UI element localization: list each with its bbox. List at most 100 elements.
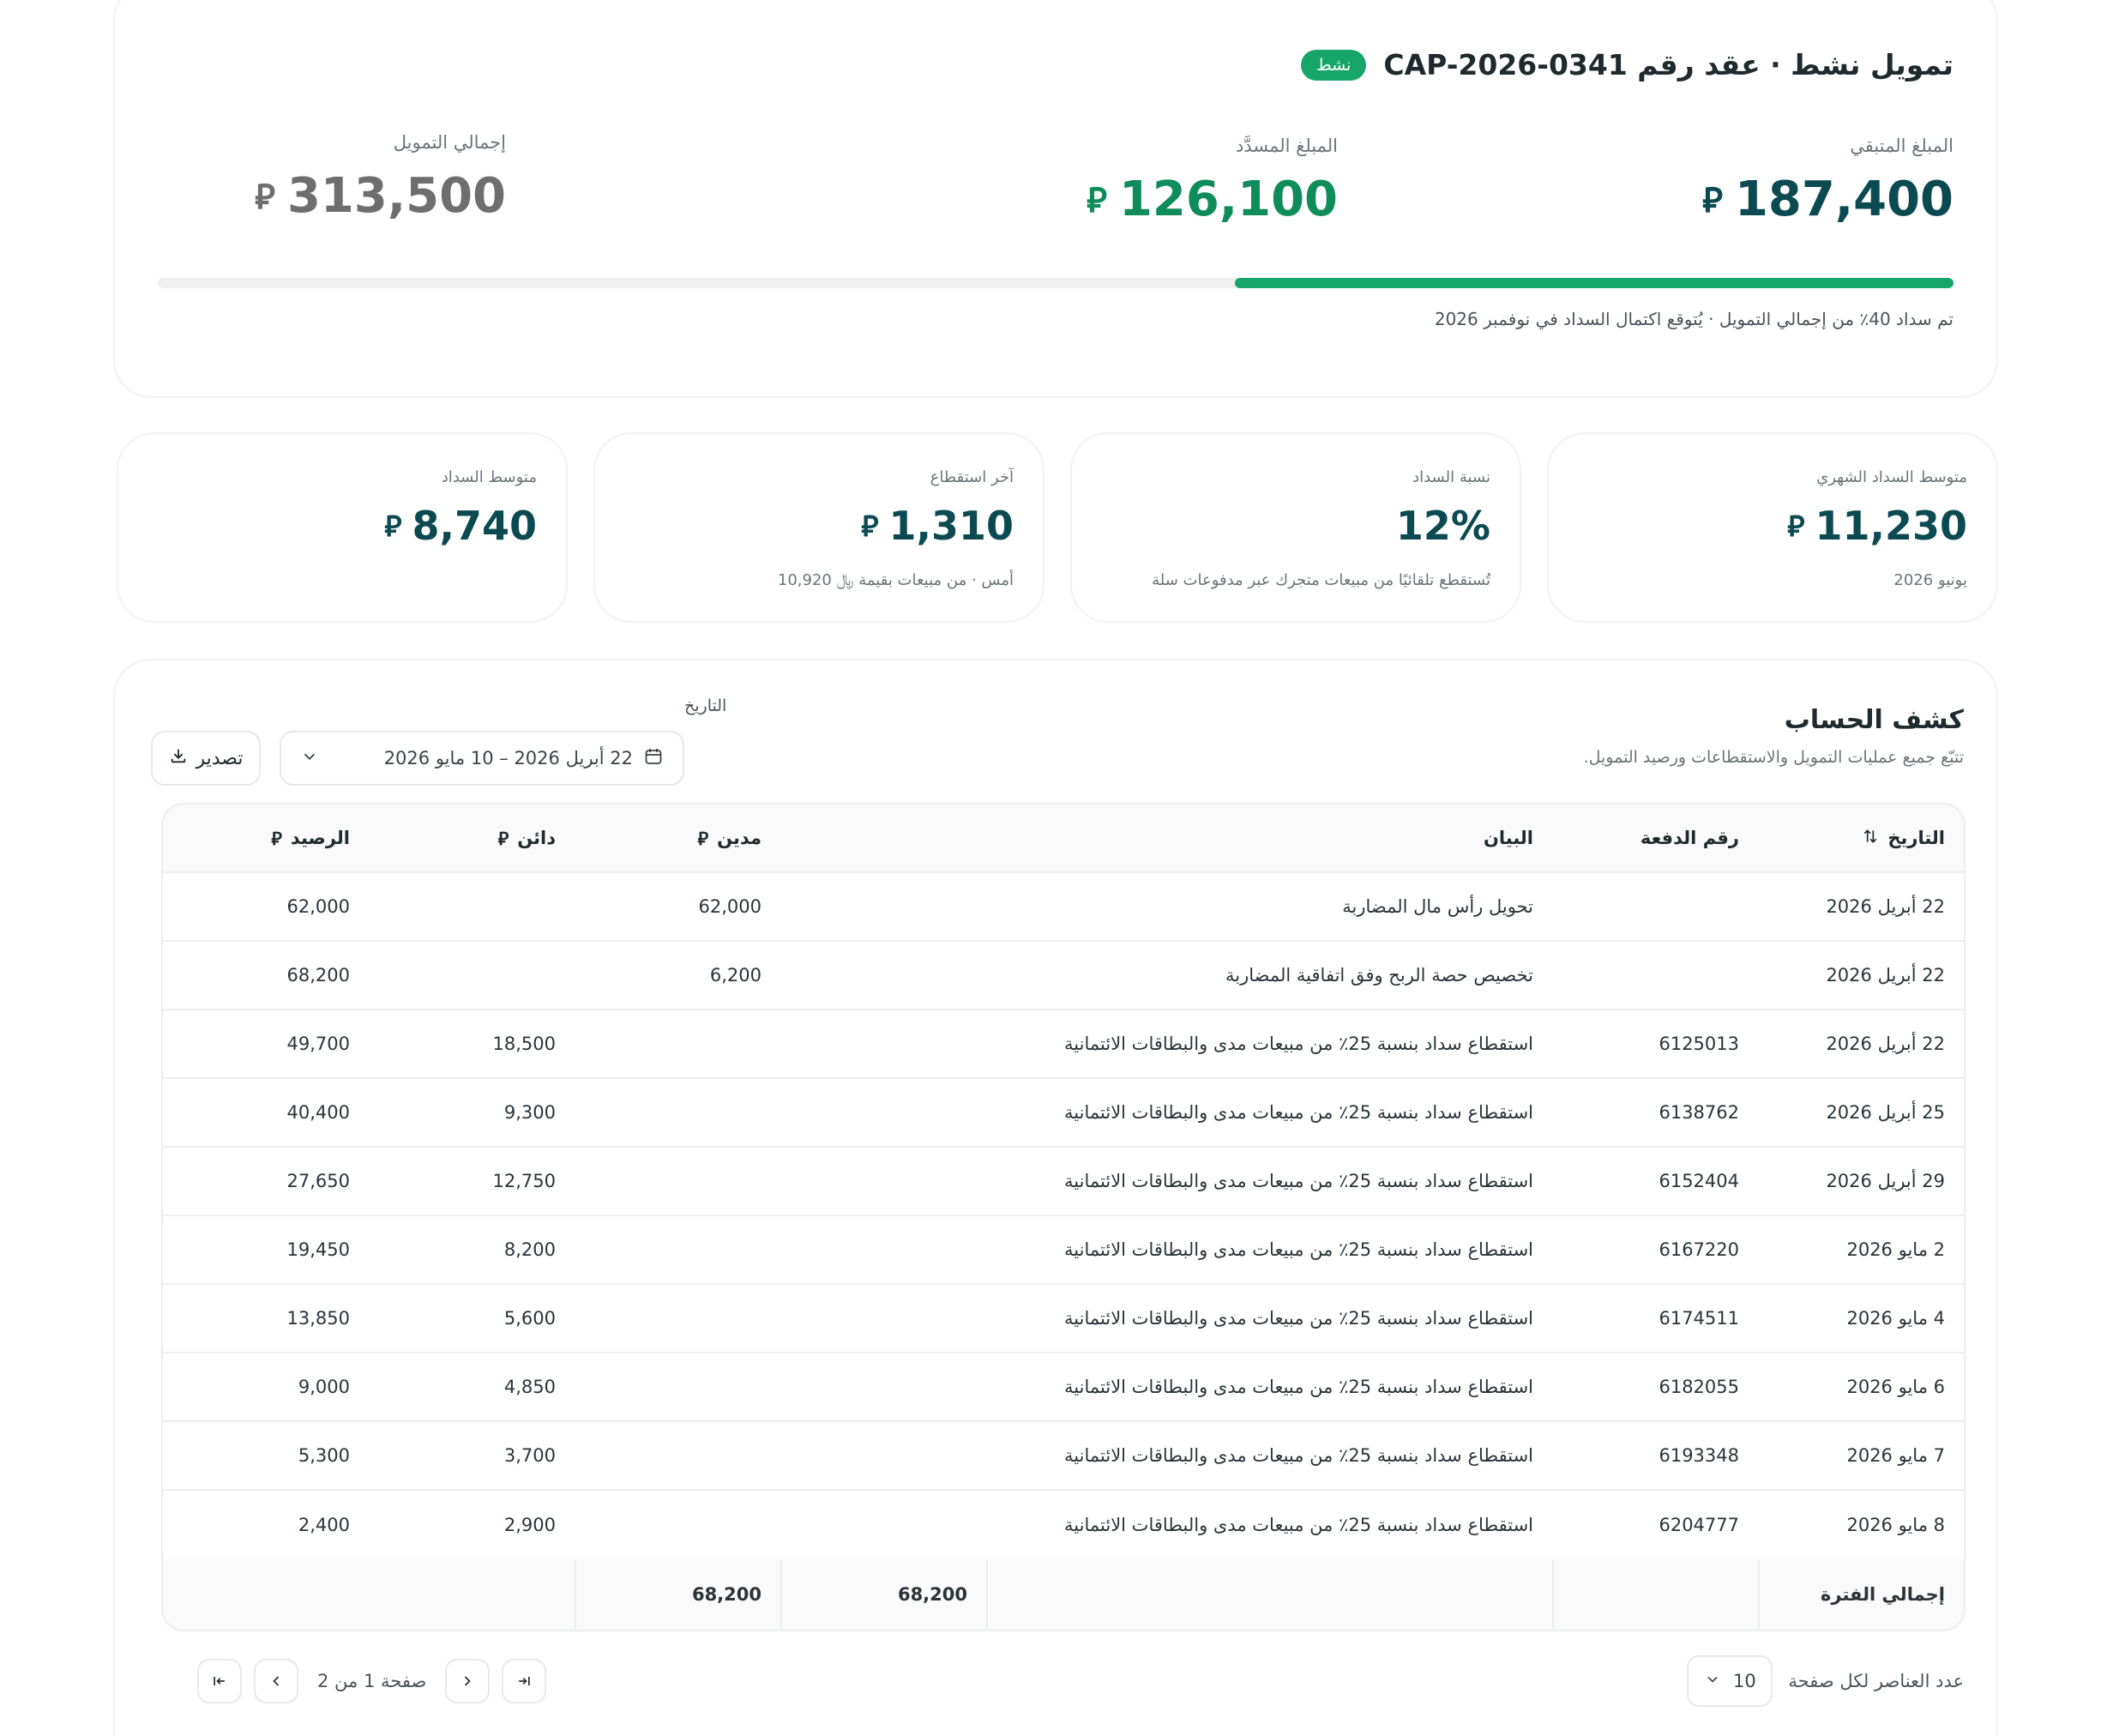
cell-ref <box>1552 942 1758 1009</box>
table-row: 22 أبريل 2026 تخصيص حصة الربح وفق اتفاقية… <box>163 942 1964 1010</box>
kpi-repayment-rate-card: نسبة السداد 12% تُستقطع تلقائيًا من مبيع… <box>1070 432 1521 623</box>
table-total-row: إجمالي الفترة 68,200 68,200 <box>163 1559 1964 1630</box>
cell-credit: 3,700 <box>503 1445 556 1466</box>
table-row: 22 أبريل 2026 6125013 استقطاع سداد بنسبة 2… <box>163 1010 1964 1079</box>
cell-ref: 6204777 <box>1659 1515 1739 1535</box>
summary-header: تمويل نشط · عقد رقم CAP-2026-0341 نشط <box>1301 48 1953 81</box>
cell-desc: استقطاع سداد بنسبة 25٪ من مبيعات مدى وال… <box>1064 1102 1533 1123</box>
cell-date: 22 أبريل 2026 <box>1826 896 1945 917</box>
cell-desc: استقطاع سداد بنسبة 25٪ من مبيعات مدى وال… <box>1064 1034 1533 1054</box>
table-row: 6 مايو 2026 6182055 استقطاع سداد بنسبة 25٪… <box>163 1353 1964 1422</box>
kpi-label: متوسط السداد الشهري <box>1816 468 1967 486</box>
statement-subtitle: تتبّع جميع عمليات التمويل والاستقطاعات و… <box>1583 748 1964 767</box>
next-page-button[interactable] <box>445 1659 491 1703</box>
kpi-value-row: 1,310 ⃁ <box>861 503 1014 549</box>
column-header-label: التاريخ <box>1887 828 1945 848</box>
riyal-currency-icon: ⃁ <box>697 828 709 849</box>
calendar-icon <box>643 746 664 771</box>
column-header-label: رقم الدفعة <box>1640 828 1739 848</box>
column-header-label: البيان <box>1483 828 1533 848</box>
statement-title: كشف الحساب <box>1784 705 1964 735</box>
total-empty-cell <box>163 1559 575 1630</box>
cell-ref: 6193348 <box>1659 1445 1739 1466</box>
total-financing-metric: إجمالي التمويل 313,500 ⃁ <box>255 132 506 224</box>
chevron-right-icon <box>465 1676 471 1686</box>
cell-balance: 9,000 <box>298 1377 350 1397</box>
column-header-balance: الرصيد ⃁ <box>163 805 369 871</box>
cell-credit: 18,500 <box>492 1034 556 1054</box>
cell-ref: 6125013 <box>1659 1034 1739 1054</box>
riyal-currency-icon: ⃁ <box>1702 180 1723 220</box>
total-label: إجمالي الفترة <box>1758 1559 1964 1630</box>
riyal-currency-icon: ⃁ <box>1787 509 1805 544</box>
date-filter-label: التاريخ <box>684 696 727 715</box>
cell-desc: تحويل رأس مال المضاربة <box>1342 896 1533 917</box>
cell-date: 22 أبريل 2026 <box>1826 965 1945 986</box>
total-empty-cell <box>1552 1559 1758 1630</box>
cell-ref <box>1552 873 1758 940</box>
column-header-ref: رقم الدفعة <box>1552 805 1758 871</box>
per-page-control: عدد العناصر لكل صفحة 10 <box>1687 1655 1964 1707</box>
contract-title: تمويل نشط · عقد رقم CAP-2026-0341 <box>1383 48 1953 81</box>
total-empty-cell <box>986 1559 1552 1630</box>
cell-credit: 5,600 <box>503 1308 556 1329</box>
export-button[interactable]: تصدير <box>151 731 261 786</box>
column-header-label: الرصيد <box>290 828 350 848</box>
cell-balance: 49,700 <box>286 1034 350 1054</box>
column-header-credit: دائن ⃁ <box>369 805 575 871</box>
cell-balance: 5,300 <box>298 1445 350 1466</box>
repayment-progress-fill <box>1235 278 1953 288</box>
cell-date: 22 أبريل 2026 <box>1826 1034 1945 1054</box>
remaining-amount-value-row: 187,400 ⃁ <box>1702 172 1953 227</box>
per-page-select[interactable]: 10 <box>1687 1655 1773 1707</box>
paid-amount-label: المبلغ المسدَّد <box>1236 136 1338 156</box>
date-range-value: 22 أبريل 2026 – 10 مايو 2026 <box>383 748 633 769</box>
column-header-date[interactable]: التاريخ <box>1758 805 1964 871</box>
kpi-value-row: 11,230 ⃁ <box>1787 503 1967 549</box>
prev-page-button[interactable] <box>254 1659 298 1703</box>
riyal-currency-icon: ⃁ <box>271 828 282 849</box>
cell-balance: 13,850 <box>286 1308 350 1329</box>
last-page-icon <box>519 1677 530 1685</box>
cell-balance: 19,450 <box>286 1239 350 1260</box>
first-page-button[interactable] <box>197 1659 242 1703</box>
kpi-last-deduction-card: آخر استقطاع 1,310 ⃁ أمس · من مبيعات بقيم… <box>593 432 1044 623</box>
cell-credit: 4,850 <box>503 1377 556 1397</box>
total-financing-value: 313,500 <box>286 168 506 224</box>
paid-amount-metric: المبلغ المسدَّد 126,100 ⃁ <box>1087 136 1338 227</box>
cell-desc: استقطاع سداد بنسبة 25٪ من مبيعات مدى وال… <box>1064 1308 1533 1329</box>
cell-date: 25 أبريل 2026 <box>1826 1102 1945 1123</box>
download-icon <box>169 746 188 770</box>
table-row: 7 مايو 2026 6193348 استقطاع سداد بنسبة 25٪… <box>163 1422 1964 1491</box>
total-debit: 68,200 <box>780 1559 986 1630</box>
cell-desc: استقطاع سداد بنسبة 25٪ من مبيعات مدى وال… <box>1064 1515 1533 1535</box>
cell-desc: استقطاع سداد بنسبة 25٪ من مبيعات مدى وال… <box>1064 1377 1533 1397</box>
cell-credit: 2,900 <box>503 1515 556 1535</box>
repayment-progress-bar <box>158 278 1953 288</box>
remaining-amount-value: 187,400 <box>1734 172 1953 227</box>
cell-date: 4 مايو 2026 <box>1846 1308 1945 1329</box>
remaining-amount-metric: المبلغ المتبقي 187,400 ⃁ <box>1702 136 1953 227</box>
column-header-desc: البيان <box>780 805 1552 871</box>
paid-amount-value: 126,100 <box>1118 172 1338 227</box>
cell-debit <box>575 1422 780 1489</box>
cell-credit: 8,200 <box>503 1239 556 1260</box>
column-header-debit: مدين ⃁ <box>575 805 780 871</box>
cell-date: 6 مايو 2026 <box>1846 1377 1945 1397</box>
kpi-subtext: تُستقطع تلقائيًا من مبيعات متجرك عبر مدف… <box>1152 571 1490 589</box>
kpi-subtext: أمس · من مبيعات بقيمة ﷼ 10,920 <box>777 571 1014 589</box>
cell-debit <box>575 1079 780 1146</box>
last-page-button[interactable] <box>502 1659 547 1703</box>
cell-credit <box>369 873 575 940</box>
table-row: 25 أبريل 2026 6138762 استقطاع سداد بنسبة 2… <box>163 1079 1964 1148</box>
cell-debit <box>575 1148 780 1215</box>
cell-debit <box>575 1010 780 1077</box>
sort-icon <box>1862 828 1879 849</box>
chevron-down-icon <box>1704 1671 1721 1692</box>
kpi-label: متوسط السداد <box>441 468 537 486</box>
kpi-value-row: 12% <box>1396 503 1490 549</box>
date-range-picker[interactable]: 22 أبريل 2026 – 10 مايو 2026 <box>280 731 684 786</box>
cell-credit: 9,300 <box>503 1102 556 1123</box>
kpi-subtext: يونيو 2026 <box>1893 571 1967 589</box>
status-badge: نشط <box>1301 49 1367 81</box>
